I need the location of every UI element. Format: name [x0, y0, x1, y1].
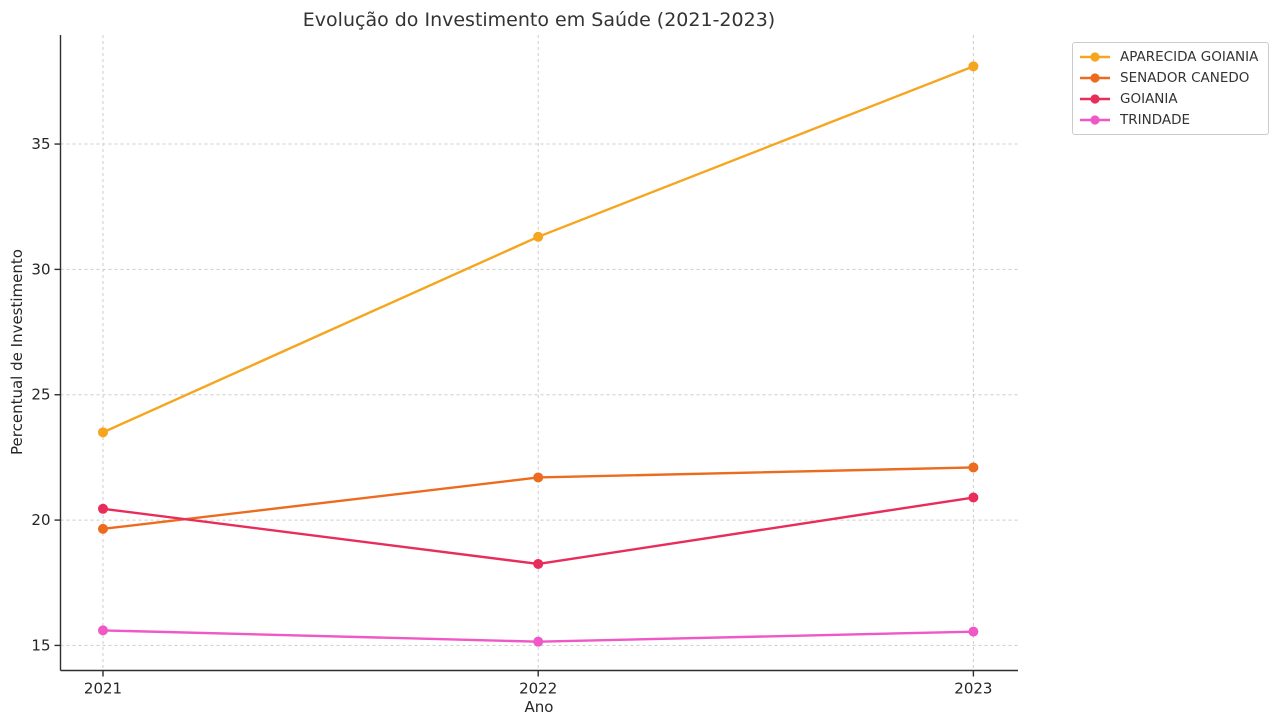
- data-point-trindade: [968, 626, 979, 637]
- legend-label: APARECIDA GOIANIA: [1120, 49, 1259, 66]
- legend-line-marker-icon: [1080, 115, 1110, 125]
- legend-item-aparecida-goiania: APARECIDA GOIANIA: [1079, 49, 1260, 65]
- data-point-senador-canedo: [533, 472, 544, 483]
- legend-line-marker-icon: [1080, 73, 1110, 83]
- y-tick-label: 35: [31, 135, 50, 153]
- x-tick-label: 2021: [84, 680, 122, 698]
- data-point-senador-canedo: [968, 462, 979, 473]
- data-point-goiania: [968, 492, 979, 503]
- y-tick-label: 30: [31, 260, 50, 278]
- y-tick-label: 25: [31, 386, 50, 404]
- legend-item-trindade: TRINDADE: [1079, 112, 1260, 128]
- legend-line-marker-icon: [1080, 52, 1110, 62]
- legend-label: SENADOR CANEDO: [1120, 70, 1250, 87]
- data-point-senador-canedo: [98, 523, 108, 534]
- data-point-aparecida-goiania: [968, 61, 979, 72]
- data-point-aparecida-goiania: [98, 427, 108, 438]
- x-tick-label: 2023: [954, 680, 992, 698]
- y-axis-label: Percentual de Investimento: [8, 249, 26, 455]
- x-tick-label: 2022: [519, 680, 557, 698]
- data-point-trindade: [98, 625, 108, 636]
- legend-item-goiania: GOIANIA: [1079, 91, 1260, 107]
- legend-label: TRINDADE: [1120, 111, 1191, 128]
- y-tick-label: 15: [31, 636, 50, 654]
- legend: APARECIDA GOIANIA SENADOR CANEDO GOIANIA TR…: [1072, 42, 1269, 135]
- y-tick-label: 20: [31, 511, 50, 529]
- legend-line-marker-icon: [1080, 94, 1110, 104]
- chart-title: Evolução do Investimento em Saúde (2021-…: [302, 9, 776, 31]
- legend-label: GOIANIA: [1120, 90, 1178, 107]
- data-point-trindade: [533, 636, 544, 647]
- data-point-aparecida-goiania: [533, 231, 544, 242]
- legend-item-senador-canedo: SENADOR CANEDO: [1079, 70, 1260, 86]
- data-point-goiania: [98, 503, 108, 514]
- x-axis-label: Ano: [524, 698, 554, 716]
- data-point-goiania: [533, 558, 544, 569]
